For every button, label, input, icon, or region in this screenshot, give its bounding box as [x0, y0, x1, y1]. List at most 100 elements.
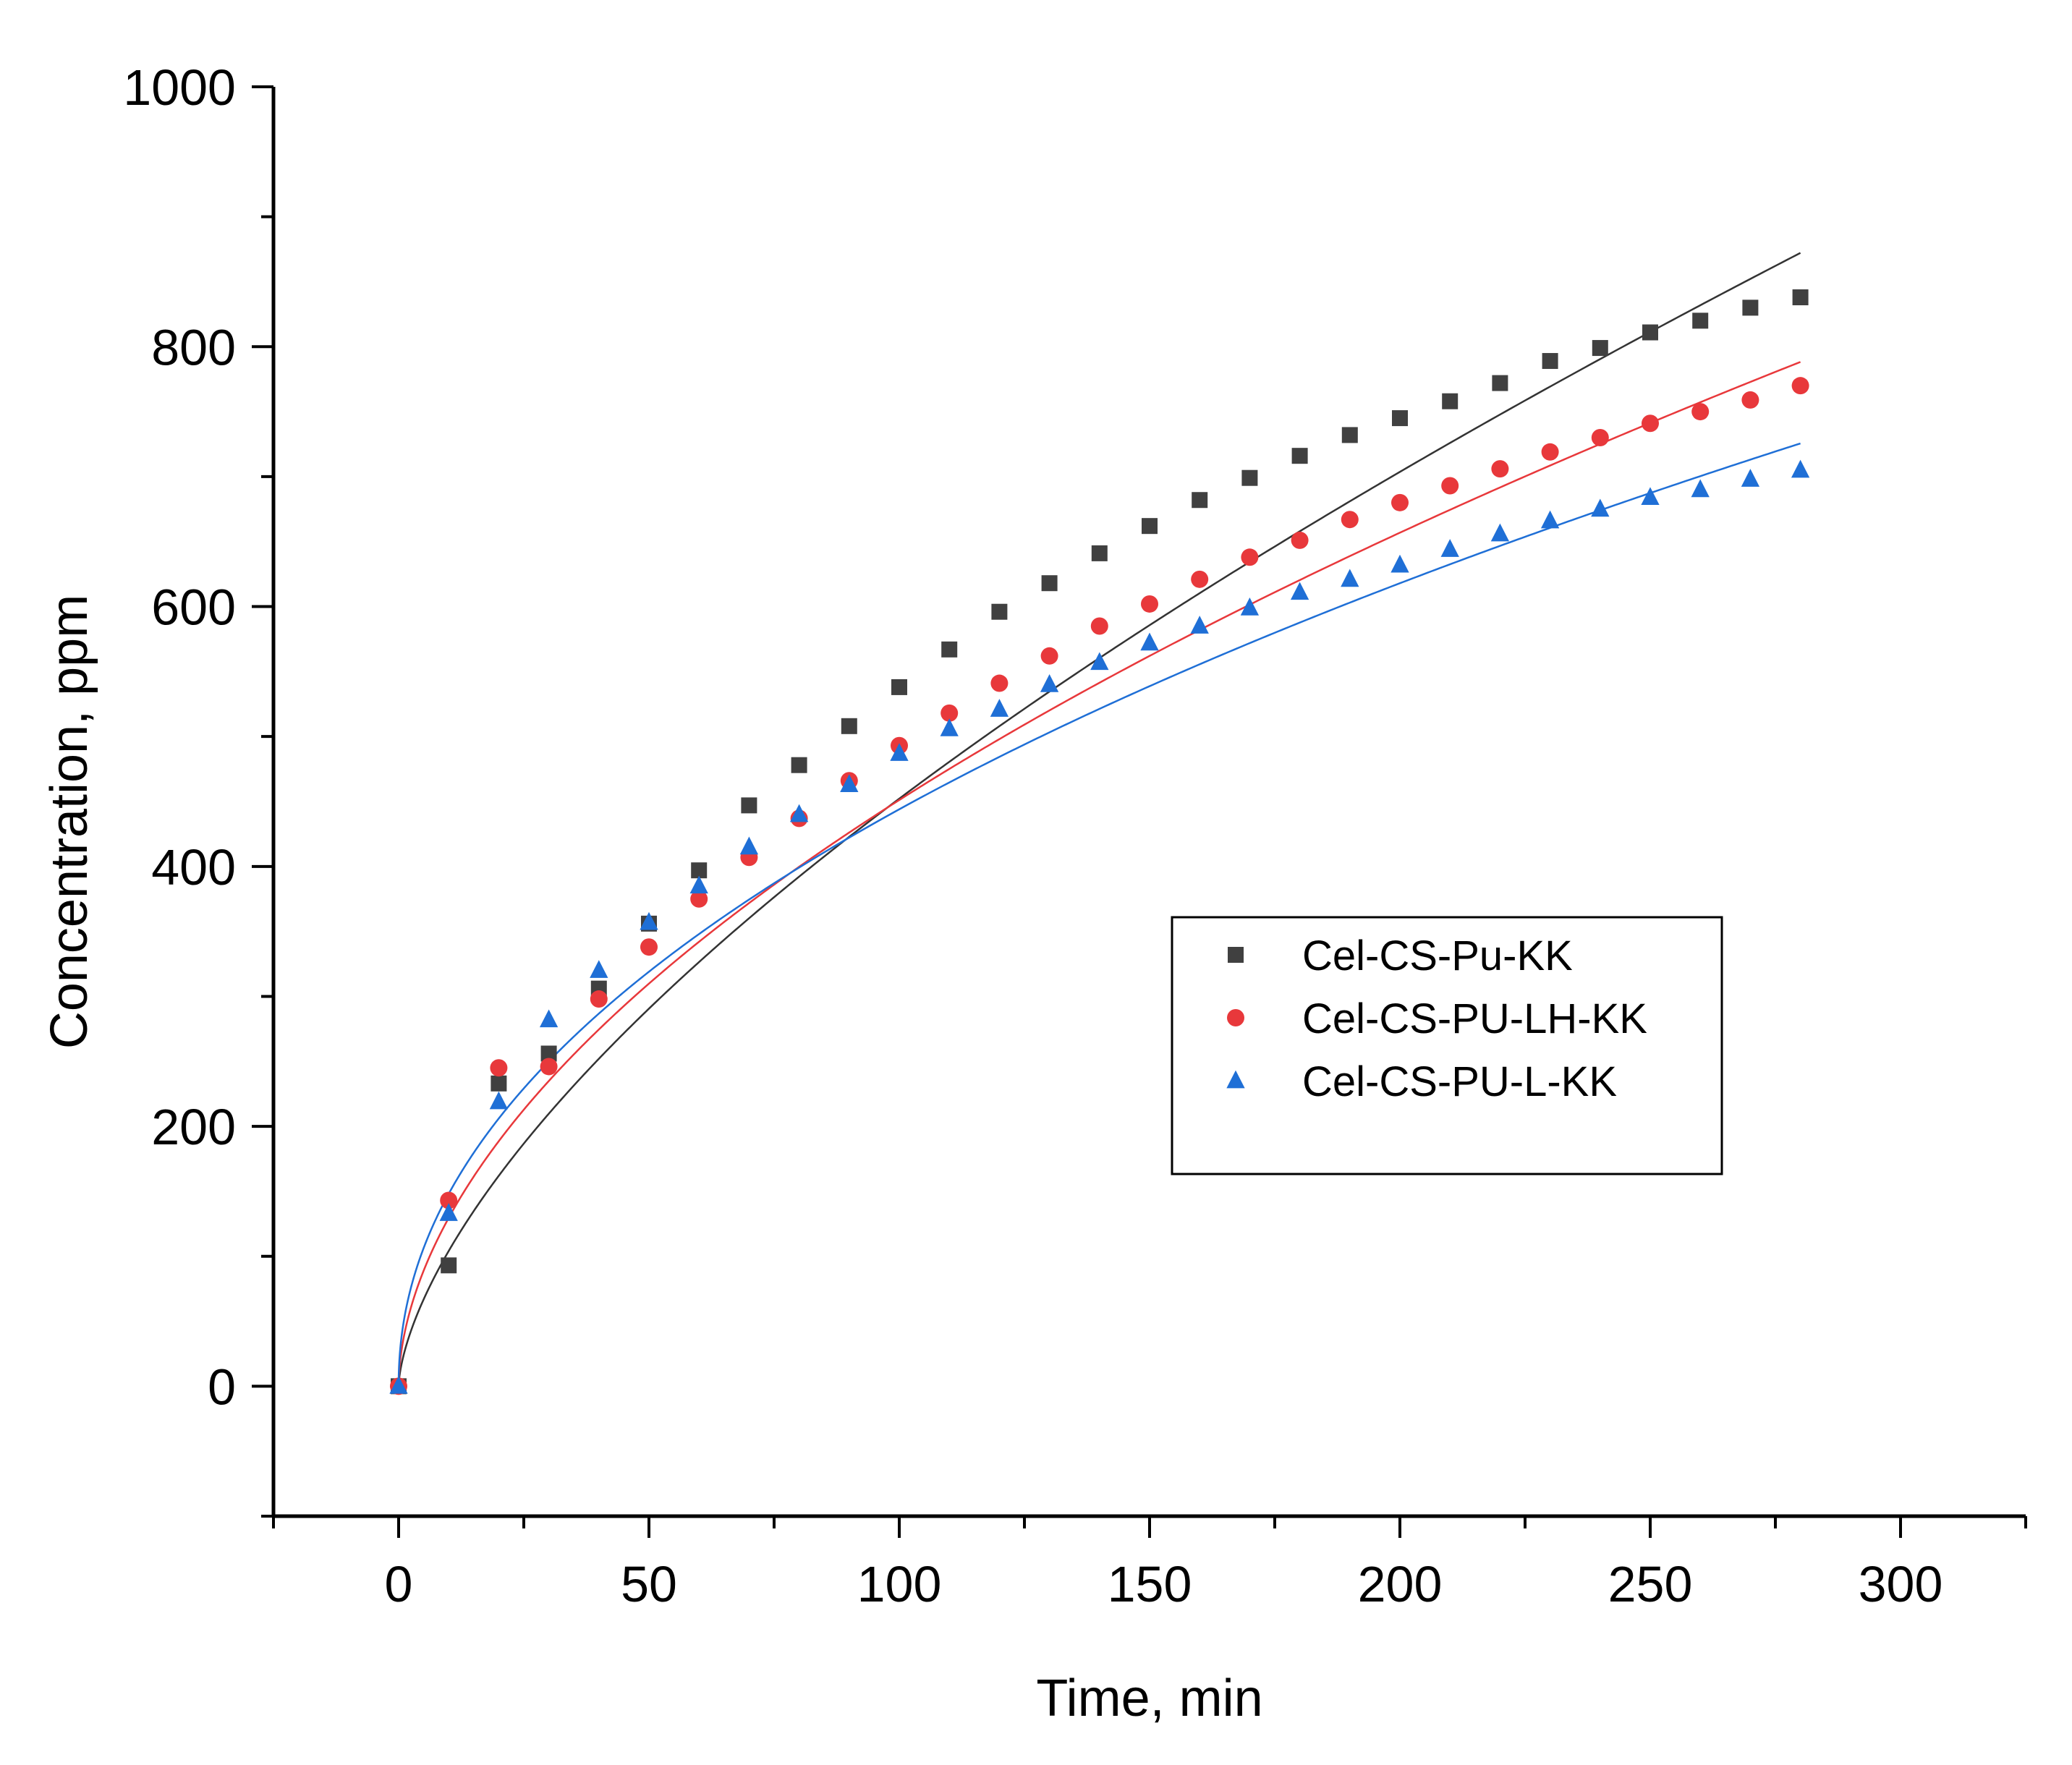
data-point — [990, 699, 1009, 717]
data-point — [640, 938, 658, 956]
data-point — [1041, 575, 1058, 592]
x-axis-title: Time, min — [1036, 1670, 1262, 1727]
data-point — [890, 743, 909, 761]
legend-items: Cel-CS-Pu-KK Cel-CS-PU-LH-KK Cel-CS-PU-L-K… — [1226, 932, 1647, 1105]
y-tick-label: 600 — [151, 579, 236, 636]
data-point — [1241, 548, 1259, 566]
data-point — [941, 704, 959, 722]
data-point — [1190, 616, 1209, 634]
data-point — [1492, 375, 1508, 391]
data-point — [1741, 391, 1759, 409]
fit-curves — [397, 252, 1801, 1387]
fit-curve — [397, 361, 1801, 1387]
data-point — [891, 679, 907, 695]
data-point — [1341, 511, 1359, 529]
data-point — [389, 1376, 408, 1394]
data-point — [1291, 448, 1308, 464]
legend-label: Cel-CS-Pu-KK — [1302, 932, 1573, 979]
data-point — [490, 1059, 508, 1077]
data-point — [440, 1191, 458, 1209]
y-tick-label: 200 — [151, 1099, 236, 1155]
data-point — [539, 1009, 559, 1028]
x-tick-label: 300 — [1859, 1556, 1943, 1612]
data-point — [1040, 647, 1058, 665]
legend-marker — [1228, 947, 1244, 963]
data-point — [1091, 545, 1108, 561]
data-point — [1491, 460, 1509, 478]
data-point — [1642, 324, 1658, 341]
data-point — [1542, 353, 1558, 370]
data-point — [1090, 652, 1109, 671]
data-point — [840, 774, 859, 793]
data-point — [1090, 617, 1108, 635]
y-tick-label: 800 — [151, 319, 236, 375]
fit-curve — [397, 252, 1801, 1387]
fit-curve — [397, 442, 1801, 1387]
data-point — [940, 718, 959, 736]
data-point — [1240, 597, 1260, 616]
data-point — [691, 862, 708, 879]
data-point — [1540, 510, 1560, 529]
data-point — [1742, 299, 1759, 316]
data-markers — [389, 289, 1810, 1395]
data-point — [1390, 554, 1409, 573]
data-point — [1141, 595, 1158, 613]
data-point — [991, 603, 1008, 620]
data-point — [1440, 539, 1459, 557]
data-point — [1391, 493, 1409, 511]
data-point — [540, 1045, 557, 1062]
x-tick-label: 100 — [857, 1556, 942, 1612]
data-point — [1191, 570, 1209, 588]
data-point — [1490, 523, 1510, 542]
data-point — [1641, 487, 1660, 506]
data-point — [1341, 427, 1358, 443]
data-point — [690, 890, 708, 908]
x-tick-label: 150 — [1108, 1556, 1192, 1612]
data-point — [1442, 393, 1459, 409]
data-point — [1691, 479, 1710, 498]
y-axis-title: Concentration, ppm — [41, 595, 98, 1049]
data-point — [1290, 582, 1309, 600]
data-point — [439, 1203, 458, 1221]
data-point — [640, 911, 658, 930]
data-point — [1241, 469, 1258, 486]
x-tick-label: 50 — [621, 1556, 677, 1612]
data-point — [791, 757, 807, 773]
legend-label: Cel-CS-PU-L-KK — [1302, 1058, 1617, 1105]
y-tick-label: 400 — [151, 839, 236, 896]
data-point — [590, 990, 608, 1008]
data-point — [1192, 492, 1208, 509]
data-point — [1792, 289, 1809, 306]
data-point — [489, 1091, 509, 1110]
data-point — [1591, 429, 1609, 447]
data-point — [590, 960, 608, 978]
data-point — [1142, 518, 1158, 535]
legend-label: Cel-CS-PU-LH-KK — [1302, 995, 1647, 1042]
y-tick-label: 0 — [208, 1358, 236, 1415]
data-point — [1692, 312, 1709, 329]
data-point — [1591, 498, 1610, 517]
data-point — [841, 718, 857, 734]
data-point — [941, 641, 958, 658]
legend-marker — [1226, 1070, 1245, 1089]
x-tick-label: 0 — [385, 1556, 413, 1612]
x-tick-label: 250 — [1608, 1556, 1693, 1612]
y-tick-label: 1000 — [123, 59, 236, 116]
data-point — [1791, 459, 1810, 478]
data-point — [689, 875, 708, 894]
data-point — [1741, 469, 1760, 487]
data-point — [1341, 569, 1359, 587]
data-point — [540, 1058, 558, 1076]
data-point — [741, 797, 757, 814]
y-axis-ticks: 0 200 400 600 800 1000 — [123, 59, 273, 1518]
data-point — [1642, 414, 1659, 433]
x-axis-ticks: 0 50 100 150 200 250 300 — [272, 1516, 2027, 1612]
data-point — [491, 1075, 507, 1092]
legend: Cel-CS-Pu-KK Cel-CS-PU-LH-KK Cel-CS-PU-L-K… — [1171, 916, 1723, 1175]
x-tick-label: 200 — [1358, 1556, 1443, 1612]
data-point — [1541, 443, 1559, 461]
data-point — [739, 836, 759, 855]
legend-box — [1171, 916, 1723, 1175]
